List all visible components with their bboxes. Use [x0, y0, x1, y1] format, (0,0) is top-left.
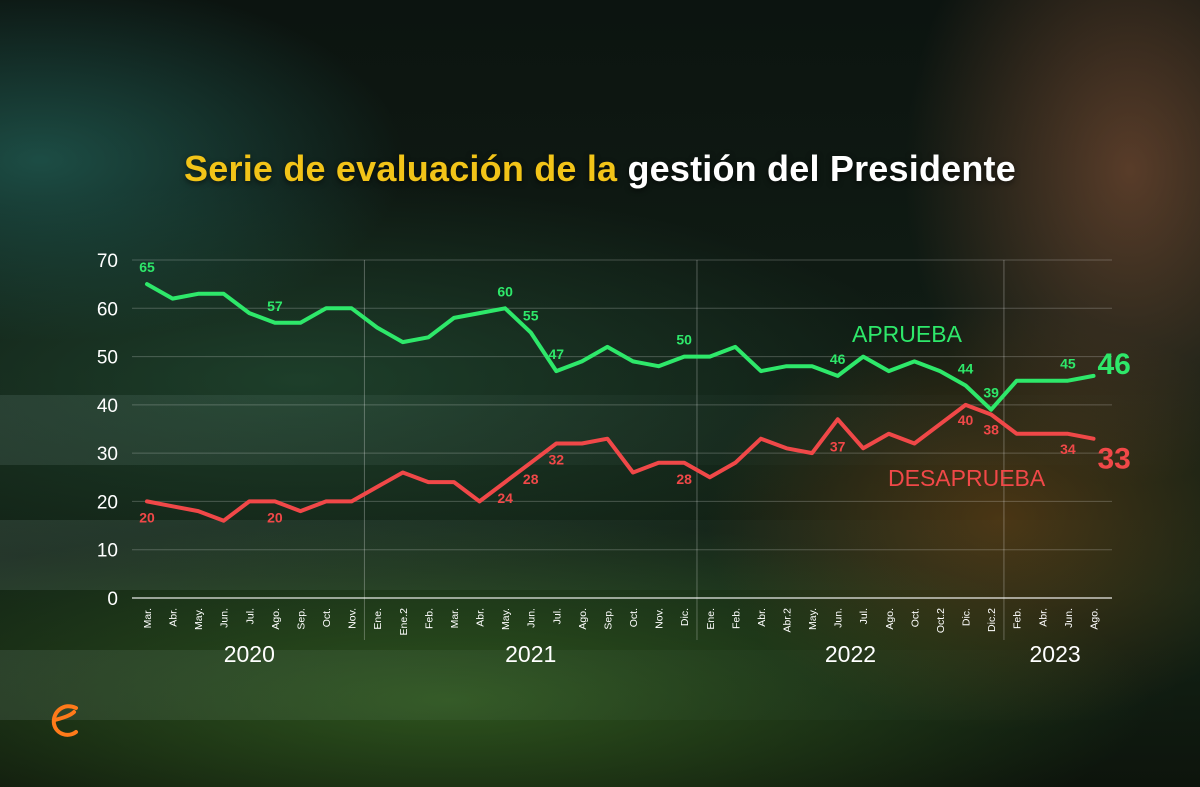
chart-title: Serie de evaluación de la gestión del Pr… [0, 148, 1200, 190]
approve-data-label: 55 [523, 307, 539, 323]
approve-line [145, 282, 1096, 412]
disapprove-data-label: 33 [1097, 443, 1130, 476]
disapprove-data-label: 24 [497, 490, 513, 506]
x-tick-label: Feb. [730, 608, 742, 629]
x-tick-label: Mar. [449, 608, 461, 628]
approve-data-label: 50 [676, 332, 692, 348]
x-tick-label: Ene. [372, 608, 384, 630]
disapprove-data-label: 34 [1060, 441, 1076, 457]
y-tick-label: 50 [97, 348, 118, 369]
approve-data-label: 60 [497, 283, 513, 299]
x-tick-label: Feb. [1012, 608, 1024, 629]
x-tick-label: Ene. [705, 608, 717, 630]
y-tick-label: 70 [97, 251, 118, 272]
x-tick-label: Ago. [1088, 608, 1100, 630]
y-tick-label: 30 [97, 444, 118, 465]
approve-data-label: 65 [139, 259, 155, 275]
disapprove-data-label: 32 [548, 451, 564, 467]
disapprove-data-label: 28 [676, 471, 692, 487]
x-tick-label: Oct. [321, 608, 333, 627]
title-part-2: gestión del Presidente [627, 148, 1016, 189]
approve-data-label: 45 [1060, 356, 1076, 372]
x-tick-label: Nov. [654, 608, 666, 629]
disapprove-data-label: 38 [983, 422, 999, 438]
disapprove-data-label: 40 [958, 412, 974, 428]
x-tick-label: Ago. [884, 608, 896, 630]
approve-data-label: 46 [1097, 348, 1130, 381]
x-tick-label: Jun. [219, 608, 231, 628]
disapprove-data-label: 20 [267, 509, 283, 525]
x-tick-label: Sep. [602, 608, 614, 630]
approve-data-label: 44 [958, 361, 974, 377]
x-tick-label: Oct.2 [935, 608, 947, 633]
approve-data-label: 46 [830, 351, 846, 367]
x-tick-label: Sep. [295, 608, 307, 630]
series-label-approve: APRUEBA [852, 321, 963, 347]
flag-stripe [0, 520, 1200, 590]
flag-stripe [0, 650, 1200, 720]
y-tick-label: 10 [97, 541, 118, 562]
year-label: 2020 [224, 641, 275, 667]
disapprove-line [145, 402, 1096, 523]
x-tick-label: Jun. [526, 608, 538, 628]
x-tick-label: Abr. [475, 608, 487, 627]
x-tick-label: Dic.2 [986, 608, 998, 632]
title-part-1: Serie de evaluación de la [184, 148, 618, 189]
approve-data-label: 57 [267, 298, 283, 314]
flag-stripe [0, 395, 1200, 465]
x-tick-label: Dic. [961, 608, 973, 626]
x-tick-label: May. [807, 608, 819, 630]
x-tick-label: Jul. [244, 608, 256, 624]
x-tick-label: Jul. [551, 608, 563, 624]
x-tick-label: Abr. [168, 608, 180, 627]
y-tick-label: 60 [97, 299, 118, 320]
x-tick-label: Nov. [347, 608, 359, 629]
year-label: 2023 [1030, 641, 1081, 667]
x-tick-label: Mar. [142, 608, 154, 628]
series-label-disapprove: DESAPRUEBA [888, 465, 1046, 491]
x-tick-label: Ago. [577, 608, 589, 630]
year-label: 2021 [505, 641, 556, 667]
x-tick-label: Jun. [1063, 608, 1075, 628]
x-tick-label: Jul. [858, 608, 870, 624]
x-tick-label: Ago. [270, 608, 282, 630]
y-tick-label: 20 [97, 492, 118, 513]
x-tick-label: Jun. [833, 608, 845, 628]
x-tick-label: Oct. [909, 608, 921, 627]
approve-data-label: 39 [983, 385, 999, 401]
approve-data-label: 47 [548, 346, 564, 362]
x-tick-label: Feb. [423, 608, 435, 629]
x-tick-label: May. [500, 608, 512, 630]
x-tick-label: Oct. [628, 608, 640, 627]
x-tick-label: Abr.2 [782, 608, 794, 633]
x-tick-label: Abr. [1037, 608, 1049, 627]
x-tick-label: May. [193, 608, 205, 630]
year-label: 2022 [825, 641, 876, 667]
e-logo-icon [46, 700, 82, 737]
y-tick-label: 40 [97, 396, 118, 417]
disapprove-data-label: 28 [523, 471, 539, 487]
disapprove-data-label: 20 [139, 509, 155, 525]
x-tick-label: Abr. [756, 608, 768, 627]
disapprove-data-label: 37 [830, 438, 846, 454]
x-tick-label: Dic. [679, 608, 691, 626]
x-tick-label: Ene.2 [398, 608, 410, 636]
y-tick-label: 0 [107, 589, 118, 610]
